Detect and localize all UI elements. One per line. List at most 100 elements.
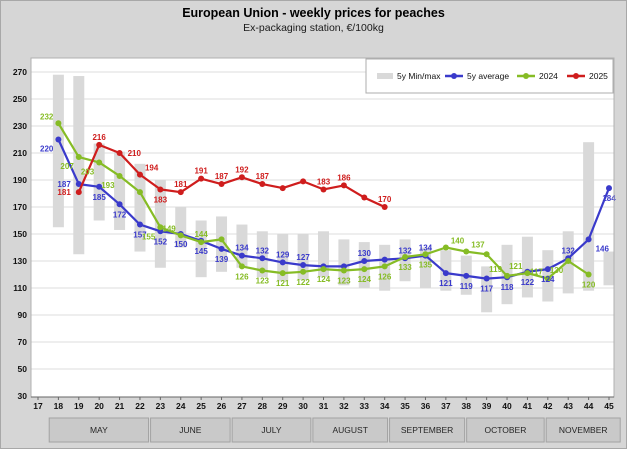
legend-swatch-marker xyxy=(451,73,457,79)
y-tick-label: 170 xyxy=(13,202,27,212)
data-point xyxy=(96,141,103,148)
data-label: 124 xyxy=(541,275,555,284)
data-point xyxy=(340,182,347,189)
x-tick-label: 35 xyxy=(400,401,410,411)
data-point xyxy=(116,201,123,208)
x-tick-label: 38 xyxy=(462,401,472,411)
data-point xyxy=(361,194,368,201)
data-label: 232 xyxy=(40,112,54,121)
data-point xyxy=(442,244,449,251)
month-band xyxy=(231,417,312,443)
data-label: 191 xyxy=(194,167,208,176)
x-tick-label: 40 xyxy=(502,401,512,411)
minmax-bar xyxy=(583,142,595,291)
minmax-bar xyxy=(73,76,85,255)
data-point xyxy=(96,159,103,166)
data-label: 126 xyxy=(235,272,249,281)
x-tick-label: 44 xyxy=(584,401,594,411)
x-tick-label: 33 xyxy=(360,401,370,411)
data-label: 193 xyxy=(101,181,115,190)
data-label: 140 xyxy=(451,237,465,246)
data-point xyxy=(606,185,612,192)
data-label: 184 xyxy=(602,194,616,203)
y-tick-label: 50 xyxy=(18,364,28,374)
series-2024 xyxy=(55,120,592,282)
month-label: OCTOBER xyxy=(484,425,526,435)
data-point xyxy=(320,186,327,193)
data-label: 152 xyxy=(154,237,168,246)
data-point xyxy=(483,275,490,282)
data-label: 119 xyxy=(460,282,473,291)
data-point xyxy=(300,262,307,269)
data-point xyxy=(585,271,592,278)
data-point xyxy=(177,189,184,196)
data-point xyxy=(544,275,551,282)
data-point xyxy=(136,221,143,228)
minmax-bar xyxy=(52,74,64,228)
data-point xyxy=(402,253,409,260)
data-label: 132 xyxy=(562,246,576,255)
x-tick-label: 39 xyxy=(482,401,492,411)
minmax-bar xyxy=(154,180,166,268)
y-tick-label: 30 xyxy=(18,391,28,401)
data-label: 183 xyxy=(154,195,168,204)
data-label: 117 xyxy=(480,285,493,294)
minmax-bar xyxy=(297,234,309,280)
x-tick-label: 28 xyxy=(258,401,268,411)
x-tick-label: 21 xyxy=(115,401,125,411)
data-point xyxy=(381,204,388,210)
minmax-bar xyxy=(256,231,268,278)
month-label: NOVEMBER xyxy=(559,425,608,435)
data-label: 183 xyxy=(317,177,331,186)
legend: 5y Min/max 5y average 2024 2025 xyxy=(365,58,614,94)
data-point xyxy=(300,268,307,275)
x-tick-label: 30 xyxy=(298,401,308,411)
minmax-bar xyxy=(134,163,146,252)
data-label: 203 xyxy=(81,167,95,176)
y-tick-label: 210 xyxy=(13,148,27,158)
y-tick-label: 110 xyxy=(13,283,27,293)
data-label: 216 xyxy=(92,133,106,142)
series-2025 xyxy=(75,141,388,210)
x-tick-label: 37 xyxy=(441,401,451,411)
y-tick-label: 270 xyxy=(13,67,27,77)
x-tick-label: 25 xyxy=(196,401,206,411)
data-point xyxy=(238,174,245,181)
data-label: 117 xyxy=(530,268,543,277)
data-point xyxy=(177,232,184,239)
y-tick-label: 130 xyxy=(13,256,27,266)
data-point xyxy=(279,270,286,277)
data-label: 137 xyxy=(471,241,485,250)
data-label: 194 xyxy=(145,164,159,173)
data-label: 192 xyxy=(235,165,249,174)
series-line-2025 xyxy=(77,143,386,209)
month-band xyxy=(312,417,389,443)
data-label: 132 xyxy=(256,246,270,255)
y-tick-label: 90 xyxy=(18,310,28,320)
month-band xyxy=(48,417,150,443)
data-label: 123 xyxy=(337,276,351,285)
month-band xyxy=(150,417,231,443)
data-point xyxy=(381,263,388,270)
minmax-bar xyxy=(419,247,431,288)
data-label: 185 xyxy=(92,193,106,202)
data-point xyxy=(524,270,531,277)
x-tick-label: 32 xyxy=(339,401,349,411)
data-label: 132 xyxy=(398,246,412,255)
data-point xyxy=(218,236,225,243)
minmax-bar xyxy=(338,239,350,286)
month-label: JUNE xyxy=(179,425,202,435)
month-band xyxy=(545,417,621,443)
month-label: MAY xyxy=(90,425,108,435)
data-label: 127 xyxy=(296,253,310,262)
data-point xyxy=(218,245,225,252)
month-label: SEPTEMBER xyxy=(401,425,453,435)
x-tick-label: 18 xyxy=(54,401,64,411)
data-point xyxy=(340,267,347,274)
data-point xyxy=(136,189,143,196)
minmax-bar xyxy=(603,251,615,286)
data-point xyxy=(157,186,164,193)
legend-label: 2024 xyxy=(539,71,558,81)
